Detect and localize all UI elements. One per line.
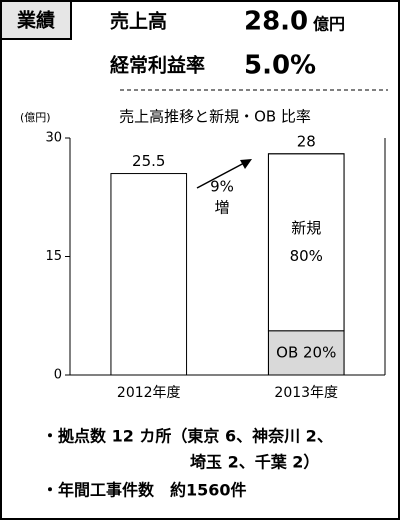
note: 埼玉 2、千葉 2） (190, 453, 319, 472)
y-tick-label: 0 (54, 368, 62, 383)
row-unit: 億円 (313, 15, 345, 34)
badge: 業績 (16, 9, 55, 32)
annotation: 9% (210, 178, 234, 196)
note: ・年間工事件数 約1560件 (42, 481, 247, 500)
x-tick-label: 2013年度 (274, 385, 338, 401)
bar-segment (267, 153, 345, 332)
segment-label: 80% (290, 247, 323, 265)
note: ・拠点数 12 カ所（東京 6、神奈川 2、 (42, 427, 333, 446)
row-label: 売上高 (110, 10, 167, 33)
y-tick-label: 15 (45, 249, 62, 264)
segment-name: 新規 (291, 219, 321, 237)
badge-box (0, 0, 72, 40)
row-value: 28.0 (244, 7, 308, 37)
y-unit: (億円) (20, 111, 51, 124)
bar (110, 173, 188, 376)
value-label: 28 (297, 132, 316, 150)
segment-label: OB 20% (276, 343, 336, 361)
value-label: 25.5 (132, 152, 165, 170)
bar (267, 153, 345, 376)
arrow-head (240, 159, 252, 169)
chart-title: 売上高推移と新規・OB 比率 (119, 108, 311, 126)
arrow (196, 161, 247, 189)
row-value: 5.0% (244, 51, 316, 81)
x-tick-label: 2012年度 (117, 385, 181, 401)
row-label: 経常利益率 (110, 54, 205, 77)
annotation: 増 (214, 199, 229, 217)
bar-segment (267, 330, 345, 376)
y-tick-label: 30 (45, 131, 62, 146)
